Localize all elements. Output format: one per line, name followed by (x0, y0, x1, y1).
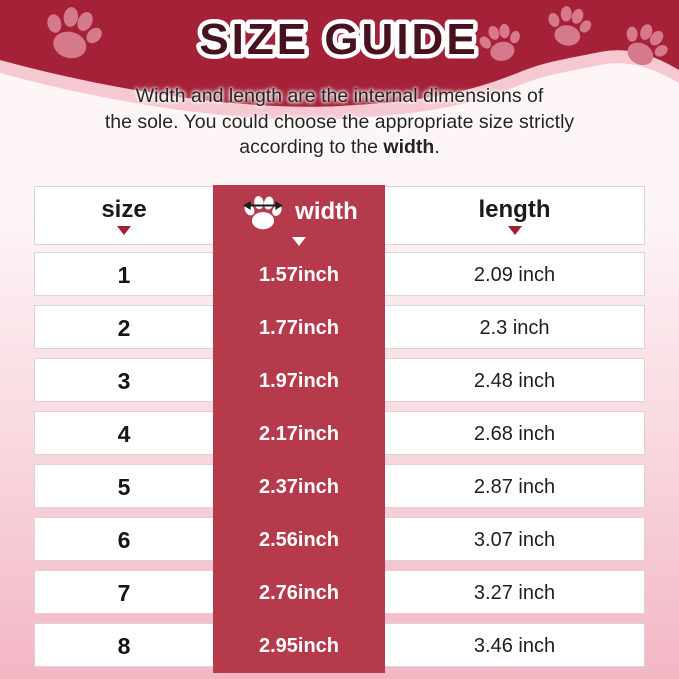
size-cell: 2 (117, 314, 131, 341)
red-banner-shape (0, 0, 679, 107)
length-cell: 3.07 inch (473, 528, 556, 551)
title-banner: SIZE GUIDE (195, 11, 480, 69)
width-header-content: width (240, 192, 358, 233)
width-value: 2.17inch (258, 422, 340, 445)
width-cell: 2.37inch (213, 460, 385, 514)
table-row: 8 2.95inch 3.46 inch (34, 619, 645, 673)
table-row: 2 1.77inch 2.3 inch (34, 301, 645, 355)
description-text: the sole. You could choose the appropria… (104, 110, 575, 133)
description-line: the sole. You could choose the appropria… (0, 110, 679, 136)
table-header-row: size width length (34, 185, 645, 252)
length-column-label: length (478, 196, 551, 223)
width-value: 2.76inch (258, 581, 340, 604)
width-cell: 2.95inch (213, 619, 385, 673)
width-value: 2.95inch (258, 634, 340, 657)
length-cell: 2.48 inch (473, 369, 556, 392)
length-cell: 2.09 inch (473, 263, 556, 286)
length-column-header: length (385, 187, 644, 246)
width-cell: 1.97inch (213, 354, 385, 408)
width-value: 2.56inch (258, 528, 340, 551)
size-cell: 6 (117, 526, 131, 553)
description-text: according to the (239, 136, 384, 158)
length-cell: 2.87 inch (473, 475, 556, 498)
width-cell: 2.56inch (213, 513, 385, 567)
down-triangle-icon (292, 236, 306, 246)
description: Width and length are the internal dimens… (0, 84, 679, 161)
size-column-label: size (101, 196, 147, 223)
length-cell: 2.68 inch (473, 422, 556, 445)
width-cell: 1.57inch (213, 248, 385, 302)
length-cell: 3.46 inch (473, 634, 556, 657)
description-emphasis-width: width (383, 136, 435, 158)
width-value: 2.37inch (258, 475, 340, 498)
size-cell: 3 (117, 367, 131, 394)
down-triangle-icon (507, 226, 522, 235)
width-value: 1.77inch (258, 316, 340, 339)
size-cell: 1 (117, 261, 131, 288)
table-row: 5 2.37inch 2.87 inch (34, 460, 645, 514)
length-cell: 3.27 inch (473, 581, 556, 604)
width-column-label: width (295, 198, 358, 225)
width-value: 1.57inch (258, 263, 340, 286)
size-column-header: size (35, 187, 213, 246)
length-cell: 2.3 inch (479, 316, 550, 339)
table-row: 1 1.57inch 2.09 inch (34, 248, 645, 302)
width-value: 1.97inch (258, 369, 340, 392)
size-table: size width length (34, 185, 645, 676)
size-cell: 7 (117, 579, 131, 606)
description-text: . (434, 136, 440, 158)
description-line: Width and length are the internal dimens… (0, 84, 679, 110)
description-text: Width and length are the internal dimens… (135, 85, 544, 107)
width-column-header: width (213, 185, 385, 252)
table-row: 4 2.17inch 2.68 inch (34, 407, 645, 461)
width-cell: 1.77inch (213, 301, 385, 355)
table-row: 7 2.76inch 3.27 inch (34, 566, 645, 620)
size-cell: 5 (117, 473, 131, 500)
table-body: 1 1.57inch 2.09 inch 2 1.77inch 2.3 inch… (34, 248, 645, 673)
description-line: according to the width. (0, 135, 679, 161)
table-row: 6 2.56inch 3.07 inch (34, 513, 645, 567)
width-cell: 2.76inch (213, 566, 385, 620)
page-title: SIZE GUIDE (199, 15, 478, 64)
table-row: 3 1.97inch 2.48 inch (34, 354, 645, 408)
down-triangle-icon (117, 226, 131, 235)
header-banner (0, 0, 679, 120)
paw-width-measure-icon (242, 195, 284, 229)
size-cell: 4 (117, 420, 131, 447)
size-cell: 8 (117, 632, 131, 659)
width-cell: 2.17inch (213, 407, 385, 461)
